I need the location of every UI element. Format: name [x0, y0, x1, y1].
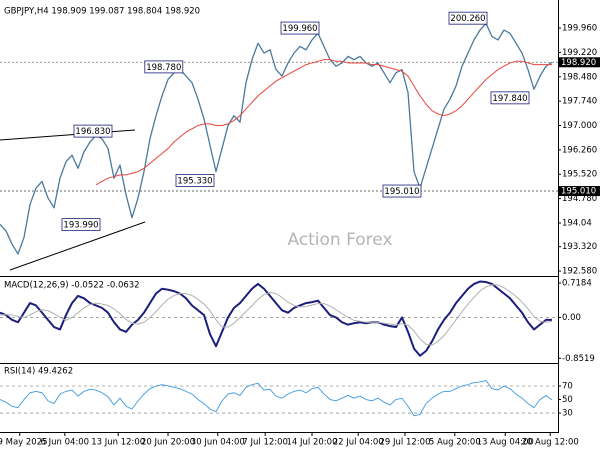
x-tick-label: 20 Jun 20:00	[141, 438, 195, 448]
annotation-label: 195.330	[177, 177, 212, 187]
y-tick-label: 0.7184	[562, 279, 592, 289]
y-tick-label: 192.580	[562, 267, 597, 277]
annotation-label: 200.260	[450, 14, 485, 24]
x-tick-label: 29 May 2025	[0, 438, 48, 448]
price-label: 198.920	[561, 58, 596, 68]
x-tick-label: 29 Jul 12:00	[380, 438, 431, 448]
annotation-label: 197.840	[492, 94, 527, 104]
series-line	[0, 22, 553, 255]
y-tick-label: 196.260	[562, 145, 597, 155]
y-tick-label: 0.00	[562, 313, 581, 323]
annotation-label: 198.780	[146, 63, 181, 73]
y-tick-label: 198.480	[562, 72, 597, 82]
annotation-box	[280, 21, 320, 35]
x-tick-label: 22 Jul 04:00	[333, 438, 384, 448]
annotation-label: 196.830	[75, 127, 110, 137]
price-label: 195.010	[561, 187, 596, 197]
x-tick-label: 6 Jun 04:00	[41, 438, 90, 448]
y-tick-label: 194.780	[562, 194, 597, 204]
annotation-box	[144, 60, 184, 74]
trend-line	[0, 129, 136, 141]
x-tick-label: 20 Aug 12:00	[522, 438, 579, 448]
y-tick-label: 30	[562, 409, 573, 419]
annotation-label: 193.990	[63, 221, 98, 231]
series-line	[95, 59, 552, 186]
y-tick-label: -0.8519	[562, 354, 595, 364]
x-tick-label: 5 Aug 20:00	[429, 438, 481, 448]
panel-title: GBPJPY,H4 198.909 199.087 198.804 198.92…	[4, 7, 200, 17]
watermark: Action Forex	[287, 230, 392, 250]
y-tick-label: 199.220	[562, 48, 597, 58]
annotation-box	[175, 174, 215, 187]
y-tick-label: 197.000	[562, 121, 597, 131]
annotation-label: 195.010	[384, 187, 419, 197]
y-tick-label: 70	[562, 381, 573, 391]
trend-line	[9, 221, 146, 271]
annotation-label: 199.960	[282, 24, 317, 34]
price-label-box	[559, 57, 600, 68]
annotation-box	[382, 184, 422, 198]
y-tick-label: 199.960	[562, 24, 597, 34]
price-label-box	[559, 186, 600, 197]
x-tick-label: 7 Jul 12:00	[242, 438, 288, 448]
y-tick-label: 195.520	[562, 170, 597, 180]
annotation-box	[73, 124, 113, 138]
annotation-box	[490, 91, 530, 105]
x-tick-label: 13 Aug 04:00	[477, 438, 534, 448]
panel-title: RSI(14) 49.4262	[4, 367, 73, 377]
y-tick-label: 50	[562, 395, 573, 405]
y-tick-label: 197.740	[562, 97, 597, 107]
x-tick-label: 13 Jun 12:00	[91, 438, 145, 448]
x-tick-label: 14 Jul 20:00	[287, 438, 338, 448]
annotation-box	[448, 11, 488, 25]
annotation-box	[61, 218, 101, 232]
y-tick-label: 193.320	[562, 242, 597, 252]
series-line	[0, 284, 553, 346]
panel-title: MACD(12,26,9) -0.0522 -0.0632	[4, 281, 140, 291]
series-line	[0, 380, 553, 417]
y-tick-label: 194.04	[562, 218, 592, 228]
x-tick-label: 30 Jun 04:00	[191, 438, 245, 448]
